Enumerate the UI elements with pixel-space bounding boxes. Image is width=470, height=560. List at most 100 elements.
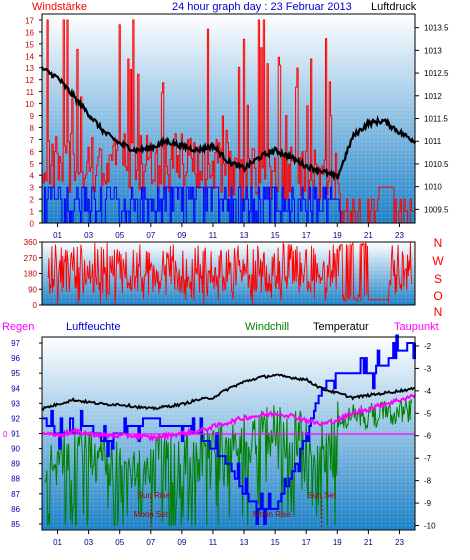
temp-x-tick-label: 19 (333, 538, 342, 547)
wind-y-tick-label: 10 (25, 100, 34, 109)
humidity-y-tick-label: 93 (11, 399, 20, 408)
temp-x-tick-label: 17 (302, 538, 311, 547)
temp-y-tick-label: -7 (424, 454, 432, 463)
direction-y-tick-label: 90 (28, 285, 37, 294)
wind-average-series (42, 186, 415, 224)
direction-y-tick-label: 180 (24, 270, 38, 279)
wind-y-tick-label: 17 (25, 16, 34, 25)
x-tick-label: 23 (395, 231, 404, 240)
wind-y-tick-label: 11 (26, 88, 35, 97)
humidity-y-tick-label: 95 (11, 369, 20, 378)
dewpoint-label: Taupunkt (394, 321, 439, 333)
sun-set-label: Sun Set (308, 491, 337, 500)
pressure-y-tick-label: 1013.5 (424, 24, 449, 33)
wind-y-tick-label: 15 (25, 40, 34, 49)
x-tick-label: 09 (177, 231, 186, 240)
temp-x-tick-label: 01 (53, 538, 62, 547)
x-tick-label: 19 (333, 231, 342, 240)
direction-y-tick-label: 270 (24, 254, 38, 263)
windchill-label: Windchill (245, 321, 289, 333)
temp-x-tick-label: 21 (364, 538, 373, 547)
temp-y-tick-label: -4 (424, 387, 432, 396)
x-tick-label: 17 (302, 231, 311, 240)
temp-y-tick-label: -10 (424, 522, 436, 531)
temp-y-tick-label: -2 (424, 342, 432, 351)
wind-y-tick-label: 5 (30, 160, 35, 169)
humidity-y-tick-label: 86 (11, 505, 20, 514)
temp-x-tick-label: 09 (177, 538, 186, 547)
temp-x-tick-label: 05 (115, 538, 124, 547)
temperature-series (41, 373, 416, 412)
wind-direction-series (47, 241, 413, 305)
humidity-y-tick-label: 94 (11, 384, 20, 393)
temp-x-tick-label: 15 (271, 538, 280, 547)
pressure-series (40, 66, 417, 182)
wind-y-tick-label: 14 (25, 52, 34, 61)
humidity-y-tick-label: 90 (11, 445, 20, 454)
wind-y-tick-label: 7 (30, 136, 35, 145)
wind-y-tick-label: 6 (30, 148, 35, 157)
humidity-y-tick-label: 87 (11, 490, 20, 499)
humidity-label: Luftfeuchte (66, 321, 120, 333)
pressure-y-tick-label: 1010 (424, 183, 442, 192)
wind-y-tick-label: 9 (30, 112, 35, 121)
pressure-y-tick-label: 1011 (424, 137, 442, 146)
wind-strength-label: Windstärke (32, 1, 87, 13)
direction-y-tick-label: 0 (33, 301, 38, 310)
direction-letter: W (432, 254, 444, 268)
pressure-label: Luftdruck (371, 1, 417, 13)
humidity-y-tick-label: 92 (11, 414, 20, 423)
sun-rise-label: Sun Rise (138, 491, 171, 500)
rain-label: Regen (2, 321, 34, 333)
pressure-y-tick-label: 1011.5 (424, 115, 448, 124)
temp-x-tick-label: 13 (240, 538, 249, 547)
temp-x-tick-label: 03 (84, 538, 93, 547)
temp-x-tick-label: 11 (209, 538, 218, 547)
x-tick-label: 21 (364, 231, 373, 240)
humidity-y-tick-label: 96 (11, 354, 20, 363)
temp-y-tick-label: -6 (424, 432, 432, 441)
wind-y-tick-label: 16 (25, 28, 34, 37)
temp-y-tick-label: -8 (424, 477, 432, 486)
moon-rise-label: Moon Rise (253, 510, 292, 519)
wind-y-tick-label: 2 (30, 196, 35, 205)
x-tick-label: 03 (84, 231, 93, 240)
direction-y-tick-label: 360 (24, 238, 38, 247)
wind-y-tick-label: 4 (30, 172, 35, 181)
pressure-y-tick-label: 1012.5 (424, 69, 449, 78)
x-tick-label: 11 (209, 231, 218, 240)
wind-y-tick-label: 12 (25, 76, 34, 85)
pressure-y-tick-label: 1010.5 (424, 160, 449, 169)
temp-y-tick-label: -5 (424, 409, 432, 418)
humidity-y-tick-label: 85 (11, 520, 20, 529)
temp-x-tick-label: 23 (395, 538, 404, 547)
temperature-label: Temperatur (313, 321, 369, 333)
humidity-y-tick-label: 97 (11, 339, 20, 348)
temp-y-tick-label: -9 (424, 499, 432, 508)
pressure-y-tick-label: 1013 (424, 46, 442, 55)
wind-y-tick-label: 13 (25, 64, 34, 73)
x-tick-label: 07 (146, 231, 155, 240)
pressure-y-tick-label: 1012 (424, 92, 442, 101)
wind-y-tick-label: 0 (30, 220, 35, 229)
temp-x-tick-label: 07 (146, 538, 155, 547)
wind-y-tick-label: 3 (30, 184, 35, 193)
direction-letter: N (434, 236, 443, 250)
x-tick-label: 05 (115, 231, 124, 240)
humidity-y-tick-label: 89 (11, 460, 20, 469)
wind-gust-series (42, 19, 416, 224)
x-tick-label: 15 (271, 231, 280, 240)
x-tick-label: 01 (53, 231, 62, 240)
moon-set-label: Moon Set (134, 510, 169, 519)
wind-y-tick-label: 8 (30, 124, 35, 133)
temp-y-tick-label: -3 (424, 364, 432, 373)
rain-value-label: 0 (3, 430, 8, 439)
chart-title: 24 hour graph day : 23 Februar 2013 (172, 1, 352, 13)
humidity-series (42, 334, 416, 525)
humidity-y-tick-label: 91 (11, 430, 20, 439)
direction-letter: S (434, 272, 442, 286)
x-tick-label: 13 (240, 231, 249, 240)
direction-letter: O (433, 289, 442, 303)
